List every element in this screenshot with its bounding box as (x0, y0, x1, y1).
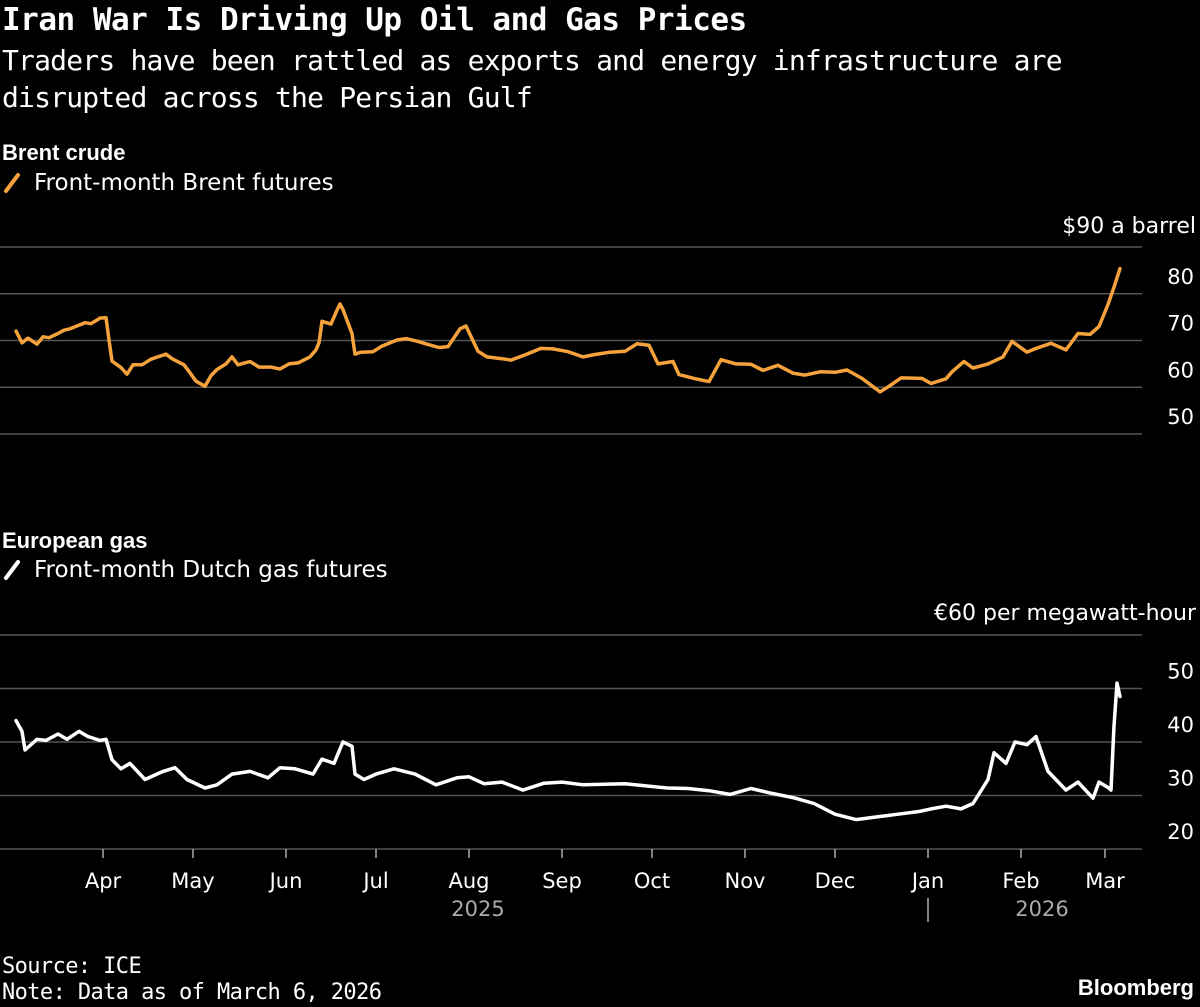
x-tick-label: Apr (85, 869, 122, 893)
gas-legend: Front-month Dutch gas futures (2, 557, 388, 583)
gas-y-tick-label: 40 (1167, 713, 1194, 737)
x-tick-label: Jan (910, 869, 944, 893)
brent-y-tick-label: 50 (1167, 405, 1194, 429)
chart-subtitle: Traders have been rattled as exports and… (2, 44, 1063, 114)
brent-y-tick-label: 80 (1167, 265, 1194, 289)
x-tick-label: Dec (815, 869, 856, 893)
x-year-label: 2025 (451, 897, 504, 921)
gas-unit-label: €60 per megawatt-hour (934, 601, 1196, 626)
x-tick-label: Aug (448, 869, 489, 893)
gas-panel-title: European gas (2, 528, 148, 553)
bloomberg-logo: Bloomberg (1077, 975, 1194, 1000)
data-note: Note: Data as of March 6, 2026 (2, 980, 382, 1005)
brent-legend-label: Front-month Brent futures (34, 170, 334, 196)
gas-y-tick-label: 50 (1167, 660, 1194, 684)
brent-legend-swatch-icon (4, 173, 20, 193)
gas-legend-label: Front-month Dutch gas futures (34, 557, 388, 583)
x-tick-label: Jul (361, 869, 388, 893)
x-year-label: 2026 (1015, 897, 1068, 921)
brent-y-tick-label: 70 (1167, 312, 1194, 336)
gas-legend-swatch-icon (4, 560, 20, 580)
gas-series-line (14, 681, 1122, 822)
gas-y-tick-label: 30 (1167, 767, 1194, 791)
x-tick-label: Feb (1002, 869, 1039, 893)
gas-y-tick-label: 20 (1167, 820, 1194, 844)
brent-y-tick-label: 60 (1167, 358, 1194, 382)
x-tick-label: Nov (725, 869, 766, 893)
x-tick-label: Sep (542, 869, 582, 893)
brent-panel-title: Brent crude (2, 140, 126, 165)
source-note: Source: ICE (2, 954, 142, 979)
x-tick-label: Oct (634, 869, 670, 893)
x-tick-label: Mar (1085, 869, 1125, 893)
brent-legend: Front-month Brent futures (2, 170, 334, 196)
brent-series-line (14, 266, 1122, 394)
x-tick-label: May (171, 869, 214, 893)
x-tick-label: Jun (268, 869, 303, 893)
chart-title: Iran War Is Driving Up Oil and Gas Price… (2, 2, 747, 38)
brent-unit-label: $90 a barrel (1062, 214, 1196, 239)
